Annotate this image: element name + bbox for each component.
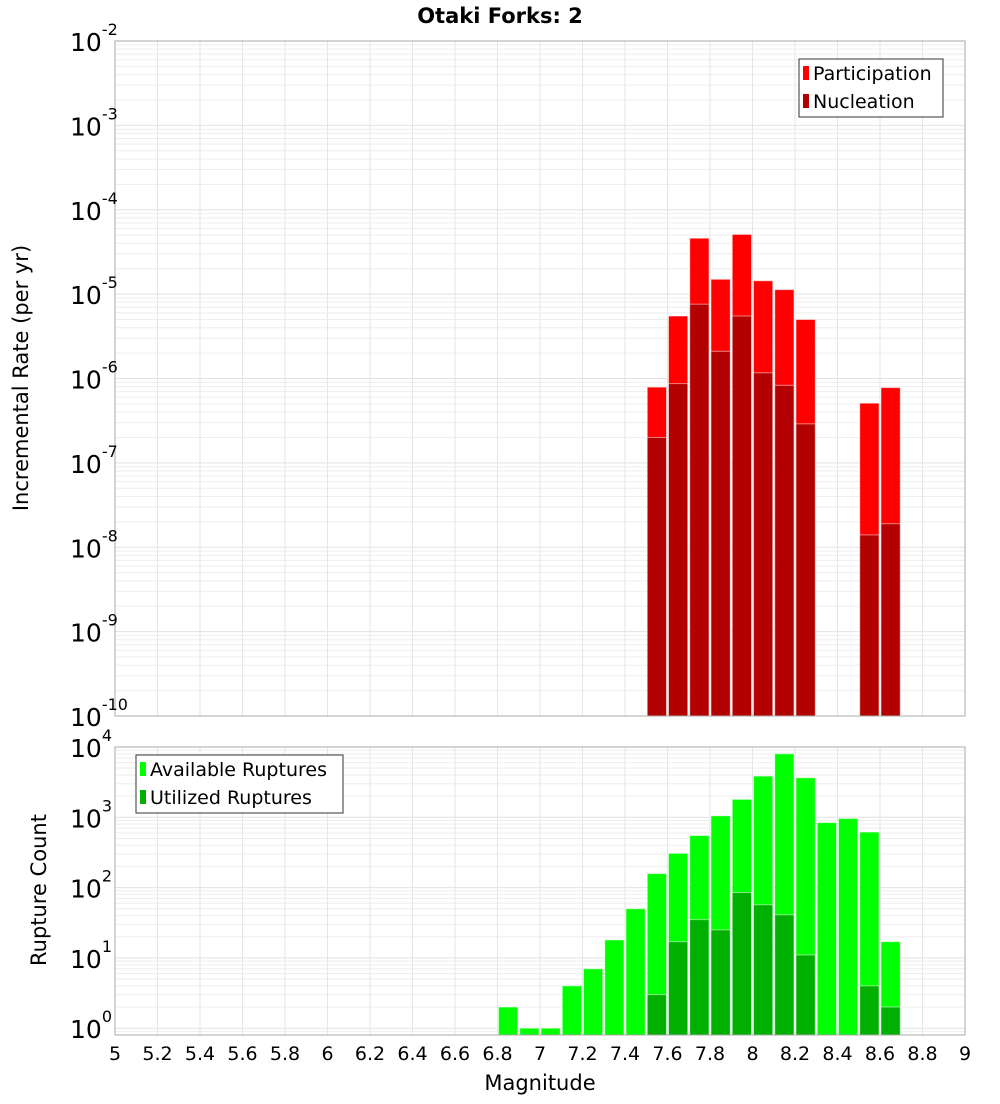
top-bar-nucleation [731,315,752,717]
x-tick-label: 8 [746,1043,758,1065]
bottom-legend [135,754,344,814]
bottom-bar-utilized-ruptures [731,892,752,1036]
x-tick-label: 6.6 [440,1043,470,1065]
x-tick-label: 8.8 [907,1043,937,1065]
x-tick-label: 7.4 [610,1043,640,1065]
x-tick-label: 9 [959,1043,971,1065]
bottom-bar-utilized-ruptures [753,904,774,1036]
bottom-legend-label: Available Ruptures [150,759,327,781]
x-tick-label: 5.8 [270,1043,300,1065]
bottom-y-axis-label: Rupture Count [27,814,51,966]
top-bar-nucleation [880,523,901,717]
x-tick-label: 6.4 [397,1043,427,1065]
bottom-bar-utilized-ruptures [880,1006,901,1036]
top-y-tick-label: 10-9 [70,611,118,648]
x-tick-label: 6.2 [355,1043,385,1065]
x-axis-label: Magnitude [484,1071,595,1095]
top-y-tick-label: 10-7 [70,442,118,479]
x-tick-label: 5 [109,1043,121,1065]
x-tick-label: 7.8 [695,1043,725,1065]
top-bar-nucleation [795,423,816,717]
top-bar-nucleation [859,534,880,717]
bottom-bar-available-ruptures [540,1027,561,1036]
top-legend [798,58,944,118]
bottom-bar-available-ruptures [816,822,837,1036]
bottom-bar-utilized-ruptures [668,941,689,1036]
top-y-tick-label: 10-3 [70,104,118,141]
bottom-y-tick-label: 101 [70,937,112,974]
x-tick-label: 7 [534,1043,546,1065]
bottom-y-tick-label: 103 [70,796,112,833]
top-y-tick-label: 10-4 [70,189,118,226]
top-legend-swatch [803,94,809,108]
bottom-bar-available-ruptures [583,968,604,1036]
bottom-bar-utilized-ruptures [689,919,710,1036]
x-tick-label: 5.4 [185,1043,215,1065]
top-y-tick-label: 10-2 [70,20,118,57]
chart-title: Otaki Forks: 2 [417,4,583,28]
top-plot-border [114,40,966,717]
x-tick-label: 6 [321,1043,333,1065]
bottom-legend-label: Utilized Ruptures [150,787,312,809]
x-tick-label: 8.2 [780,1043,810,1065]
top-y-tick-label: 10-5 [70,273,118,310]
bottom-legend-swatch [140,762,146,776]
top-bar-nucleation [668,383,689,717]
bottom-bar-available-ruptures [604,939,625,1036]
bottom-bar-available-ruptures [838,818,859,1036]
bottom-bar-available-ruptures [498,1006,519,1036]
bottom-bar-utilized-ruptures [646,994,667,1036]
bottom-bar-utilized-ruptures [859,985,880,1036]
x-tick-label: 5.6 [227,1043,257,1065]
bottom-bar-utilized-ruptures [795,954,816,1036]
x-tick-label: 7.2 [567,1043,597,1065]
x-tick-label: 7.6 [652,1043,682,1065]
x-tick-label: 8.4 [822,1043,852,1065]
top-legend-label: Participation [813,63,932,85]
top-legend-label: Nucleation [813,91,915,113]
top-y-tick-label: 10-6 [70,358,118,395]
bottom-y-tick-label: 102 [70,867,112,904]
top-bar-nucleation [710,350,731,717]
bottom-bar-available-ruptures [561,985,582,1036]
top-bar-nucleation [753,372,774,717]
top-y-tick-label: 10-10 [70,695,128,732]
top-legend-swatch [803,66,809,80]
x-tick-label: 6.8 [482,1043,512,1065]
bottom-bar-utilized-ruptures [710,929,731,1036]
top-bar-nucleation [774,384,795,717]
top-bar-nucleation [646,436,667,717]
bottom-legend-swatch [140,790,146,804]
bottom-plot-border [114,746,966,1036]
bottom-y-tick-label: 100 [70,1007,112,1044]
bottom-bar-available-ruptures [519,1027,540,1036]
bottom-bar-utilized-ruptures [774,914,795,1036]
x-tick-label: 5.2 [142,1043,172,1065]
top-y-tick-label: 10-8 [70,526,118,563]
bottom-bar-available-ruptures [625,908,646,1036]
top-bar-nucleation [689,303,710,717]
top-y-axis-label: Incremental Rate (per yr) [9,245,33,511]
x-tick-label: 8.6 [865,1043,895,1065]
bottom-y-tick-label: 104 [70,726,112,763]
